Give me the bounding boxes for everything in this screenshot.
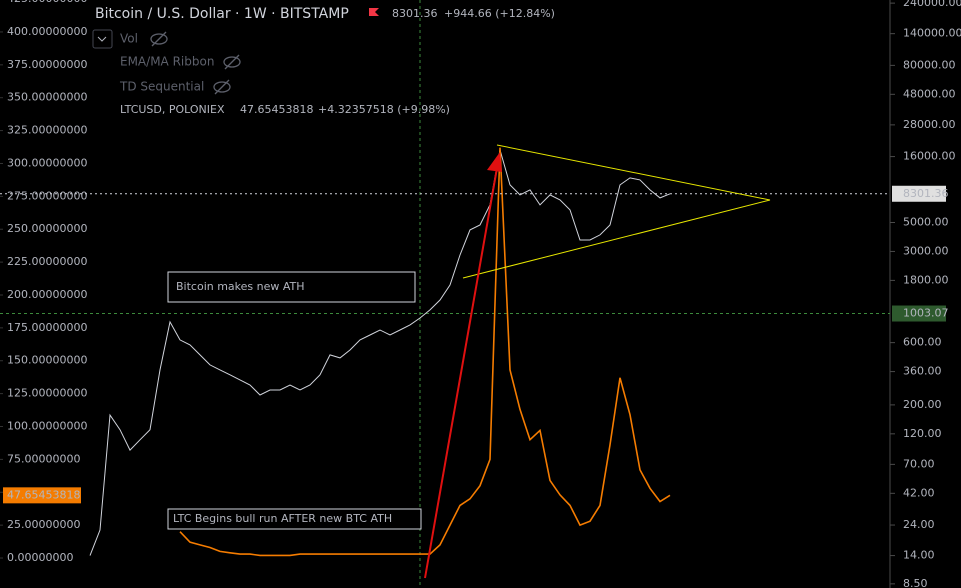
indicator-label[interactable]: EMA/MA Ribbon — [120, 55, 214, 69]
y2-tick-label: 5000.00 — [903, 215, 949, 228]
indicator-label[interactable]: Vol — [120, 32, 138, 46]
y2-tick-label: 70.00 — [903, 457, 935, 470]
y-tick-label: 275.00000000 — [7, 189, 87, 202]
y2-tick-label: 140000.00 — [903, 27, 961, 40]
last-price: 8301.36 — [392, 7, 438, 20]
price-change: +944.66 (+12.84%) — [444, 7, 555, 20]
y2-tick-label: 8.50 — [903, 577, 928, 588]
y2-tick-label: 14.00 — [903, 549, 935, 562]
y-tick-label: 250.00000000 — [7, 222, 87, 235]
annotation-box — [167, 271, 416, 303]
y-tick-label: 350.00000000 — [7, 91, 87, 104]
y2-tick-label: 360.00 — [903, 365, 942, 378]
y2-tick-label: 240000.00 — [903, 0, 961, 9]
y2-tick-label: 600.00 — [903, 336, 942, 349]
y-tick-label: 0.00000000 — [7, 551, 73, 564]
y2-tick-label: 28000.00 — [903, 118, 956, 131]
y2-tick-label: 3000.00 — [903, 244, 949, 257]
collapse-button[interactable] — [92, 29, 113, 49]
hidden-icons — [150, 31, 241, 95]
triangle-lower — [462, 199, 771, 279]
y2-tick-label: 120.00 — [903, 427, 942, 440]
annotation-box — [167, 508, 422, 530]
y-tick-label: 150.00000000 — [7, 354, 87, 367]
arrow-head — [487, 152, 502, 172]
chevron-icon — [97, 36, 107, 42]
y2-tick-label: 200.00 — [903, 398, 942, 411]
last-price-marker — [892, 185, 946, 202]
y-tick-label: 75.00000000 — [7, 452, 80, 465]
triangle-upper — [496, 144, 771, 201]
ltc-last-value: 47.65453818 — [240, 103, 313, 116]
y2-tick-label: 1800.00 — [903, 273, 949, 286]
y-tick-label: 100.00000000 — [7, 420, 87, 433]
arrow-line — [424, 167, 498, 579]
y2-tick-label: 80000.00 — [903, 58, 956, 71]
y2-tick-label: 42.00 — [903, 486, 935, 499]
y-tick-label: 425.00000000 — [7, 0, 87, 5]
y2-tick-label: 48000.00 — [903, 87, 956, 100]
ltc-marker — [3, 487, 81, 504]
last-price-label: 8301.36 — [903, 187, 949, 200]
legend-entry: LTCUSD, POLONIEX — [120, 103, 225, 116]
y2-tick-label: 16000.00 — [903, 150, 956, 163]
y-tick-label: 375.00000000 — [7, 58, 87, 71]
price-markers: 8301.36 1003.07 47.65453818 — [3, 185, 949, 504]
y-tick-label: 225.00000000 — [7, 255, 87, 268]
y-tick-label: 400.00000000 — [7, 25, 87, 38]
ltc-marker-label: 47.65453818 — [7, 488, 80, 501]
crosshair-label: 1003.07 — [903, 307, 949, 320]
annotation: Bitcoin makes new ATH — [176, 280, 305, 293]
y-tick-label: 175.00000000 — [7, 321, 87, 334]
series-line — [89, 149, 671, 556]
chart-title: Bitcoin / U.S. Dollar · 1W · BITSTAMP — [95, 6, 349, 22]
flag-icon — [369, 8, 379, 16]
y-tick-label: 300.00000000 — [7, 156, 87, 169]
indicator-label[interactable]: TD Sequential — [119, 80, 204, 94]
y-tick-label: 25.00000000 — [7, 518, 80, 531]
annotation: LTC Begins bull run AFTER new BTC ATH — [173, 512, 392, 525]
y-tick-label: 125.00000000 — [7, 387, 87, 400]
y2-tick-label: 24.00 — [903, 518, 935, 531]
crosshair-marker — [892, 305, 946, 322]
y-tick-label: 200.00000000 — [7, 288, 87, 301]
y-tick-label: 325.00000000 — [7, 124, 87, 137]
series-line — [179, 147, 671, 557]
ltc-change: +4.32357518 (+9.98%) — [318, 103, 450, 116]
